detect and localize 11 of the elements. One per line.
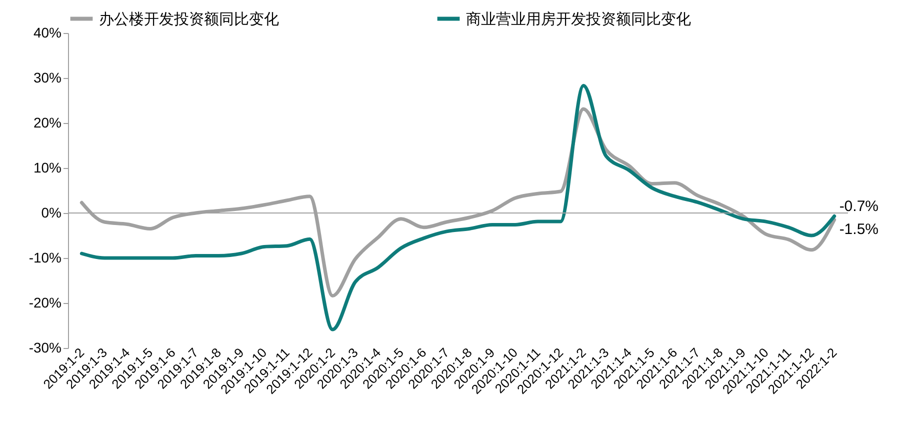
y-tick-label: -10% [28, 250, 62, 266]
y-tick-label: 30% [33, 70, 62, 86]
legend-label: 商业营业用房开发投资额同比变化 [466, 10, 691, 28]
y-tick-label: 0% [41, 204, 62, 220]
legend-label: 办公楼开发投资额同比变化 [99, 10, 279, 28]
y-tick-label: 40% [33, 24, 62, 40]
y-tick-label: -20% [28, 294, 62, 310]
y-tick-label: 20% [33, 114, 62, 130]
data-label: -0.7% [839, 198, 879, 216]
y-tick-label: 10% [33, 160, 62, 176]
data-label: -1.5% [839, 220, 879, 238]
